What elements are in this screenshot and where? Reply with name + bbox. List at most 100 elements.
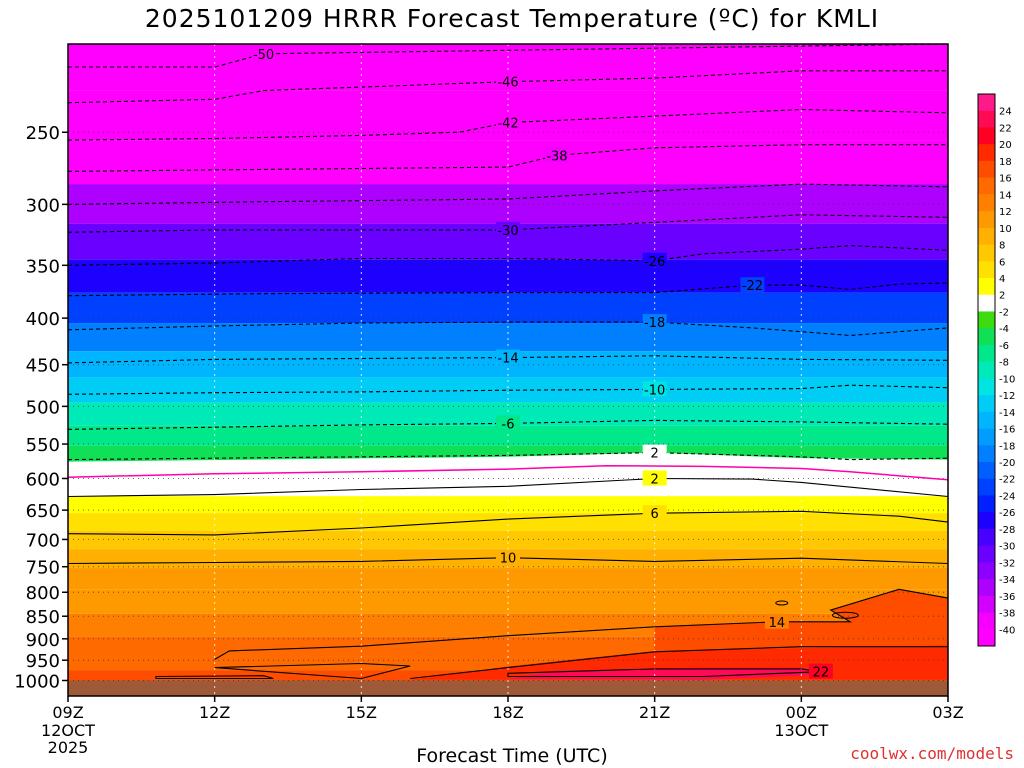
colorbar-label: -22	[999, 475, 1015, 486]
isotherm-label-bg	[496, 114, 520, 130]
colorbar-swatch	[978, 194, 995, 212]
isotherm-label: -26	[644, 255, 665, 270]
colorbar-swatch	[978, 478, 995, 496]
isotherm-label-bg	[642, 505, 667, 521]
y-tick-label: 800	[26, 583, 60, 604]
x-tick-sublabel: 12OCT	[41, 721, 95, 740]
temperature-band	[68, 513, 948, 531]
colorbar-label: -28	[999, 525, 1015, 536]
colorbar-label: -20	[999, 458, 1015, 469]
colorbar-swatch	[978, 294, 995, 312]
y-tick-label: 650	[26, 501, 60, 522]
y-tick-label: 450	[26, 356, 60, 377]
x-tick-sublabel: 13OCT	[774, 721, 828, 740]
isotherm-line	[67, 510, 949, 536]
isotherm-label-bg	[496, 73, 520, 89]
colorbar-label: 20	[999, 140, 1012, 151]
colorbar-label: -16	[999, 425, 1015, 436]
colorbar-label: 6	[999, 257, 1005, 268]
y-tick-label: 1000	[14, 671, 60, 692]
isotherm-label: 14	[769, 616, 786, 631]
colorbar-swatch	[978, 562, 995, 580]
x-tick-label: 18Z	[492, 703, 523, 722]
isotherm-label-bg	[544, 147, 569, 163]
below-ground-region	[68, 680, 948, 696]
colorbar-swatch	[978, 612, 995, 630]
colorbar-label: -14	[999, 408, 1015, 419]
colorbar-label: -4	[999, 324, 1009, 335]
isotherm-line	[67, 108, 949, 141]
x-tick-label: 21Z	[639, 703, 670, 722]
isotherm-label: 2	[651, 472, 659, 487]
y-tick-label: 850	[26, 607, 60, 628]
isotherm-label-bg	[642, 252, 667, 268]
credit-link[interactable]: coolwx.com/models	[850, 744, 1014, 763]
colorbar-label: 8	[999, 241, 1005, 252]
temperature-band	[68, 496, 948, 514]
isotherm-line	[67, 282, 949, 297]
isotherm-label-bg	[740, 277, 765, 293]
warm-region-16	[654, 589, 948, 651]
colorbar-label: 22	[999, 123, 1012, 134]
colorbar-swatch	[978, 495, 995, 513]
isotherm-line	[67, 321, 949, 337]
colorbar-label: -6	[999, 341, 1009, 352]
colorbar-swatch	[978, 278, 995, 296]
isotherm-line	[67, 464, 949, 481]
isotherm-label: -42	[497, 117, 518, 132]
colorbar-label: 12	[999, 207, 1012, 218]
colorbar-label: -18	[999, 441, 1015, 452]
x-tick-label: 00Z	[786, 703, 817, 722]
temperature-band	[68, 402, 948, 426]
colorbar-label: -26	[999, 508, 1015, 519]
isotherm-label-bg	[764, 613, 789, 629]
isotherm-label-bg	[642, 470, 667, 486]
y-tick-label: 400	[26, 309, 60, 330]
colorbar-label: -38	[999, 609, 1015, 620]
isotherm-label-bg	[496, 221, 520, 237]
colorbar-swatch	[978, 261, 995, 279]
colorbar-frame	[977, 93, 996, 647]
x-tick-sublabel: 2025	[48, 738, 89, 757]
colorbar-swatch	[978, 211, 995, 229]
y-tick-label: 950	[26, 651, 60, 672]
colorbar-swatch	[978, 428, 995, 446]
colorbar-label: -36	[999, 592, 1015, 603]
isotherm-small-contour	[831, 611, 859, 619]
y-tick-label: 350	[26, 256, 60, 277]
colorbar-swatch	[978, 110, 995, 128]
colorbar-swatch	[978, 127, 995, 145]
isotherm-line	[214, 662, 411, 680]
colorbar-label: 24	[999, 107, 1012, 118]
colorbar-swatch	[978, 94, 995, 112]
isotherm-small-contour	[775, 600, 789, 606]
x-tick-label: 15Z	[346, 703, 377, 722]
colorbar-swatch	[978, 595, 995, 614]
y-tick-label: 550	[26, 435, 60, 456]
colorbar-swatch	[978, 629, 995, 647]
colorbar-label: -32	[999, 558, 1015, 569]
x-tick-label: 03Z	[932, 703, 963, 722]
isotherm-line	[67, 183, 949, 205]
temperature-band	[68, 259, 948, 293]
temperature-band	[68, 530, 948, 550]
isotherm-line	[410, 646, 948, 680]
colorbar-label: -10	[999, 374, 1015, 385]
isotherm-label: 6	[651, 507, 659, 522]
isotherm-label: -14	[497, 352, 518, 367]
x-tick-label: 09Z	[52, 703, 83, 722]
isotherm-line	[67, 245, 949, 266]
colorbar-label: 14	[999, 190, 1012, 201]
colorbar-swatch	[978, 244, 995, 262]
colorbar-label: -30	[999, 542, 1015, 553]
isotherm-label: -22	[742, 279, 763, 294]
x-axis-label: Forecast Time (UTC)	[416, 745, 608, 767]
colorbar-swatch	[978, 378, 995, 396]
freezing-band	[68, 452, 948, 497]
colorbar-label: 4	[999, 274, 1005, 285]
colorbar-swatch	[978, 395, 995, 413]
isotherm-label-bg	[251, 45, 276, 61]
colorbar-swatch	[978, 445, 995, 463]
isotherm-line	[214, 588, 949, 660]
colorbar-label: -40	[999, 625, 1015, 636]
